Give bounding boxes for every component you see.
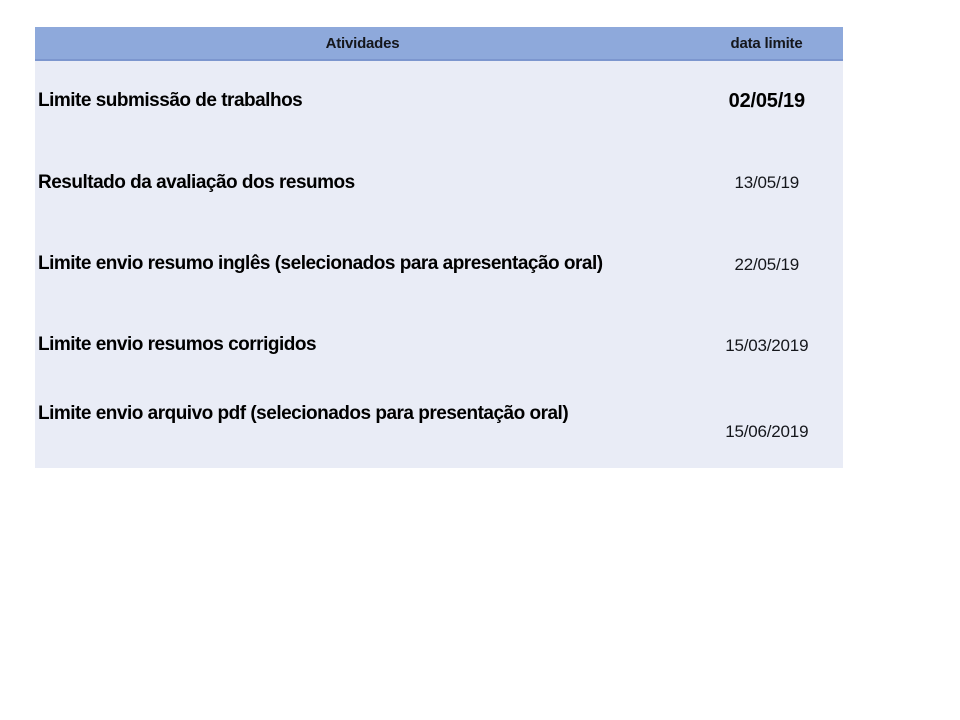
column-header-activities: Atividades [325,34,400,52]
activity-cell: Limite submissão de trabalhos [38,90,303,112]
deadlines-table: Atividades data limite Limite submissão … [35,27,843,468]
table-row: Limite envio resumos corrigidos 15/03/20… [35,305,843,386]
table-row: Limite submissão de trabalhos 02/05/19 [35,61,843,142]
column-header-deadline: data limite [730,34,803,52]
table-row: Limite envio resumo inglês (selecionados… [35,224,843,305]
table-body: Limite submissão de trabalhos 02/05/19 R… [35,61,843,468]
deadline-cell: 15/03/2019 [725,335,809,355]
deadline-cell: 13/05/19 [734,173,800,193]
activity-cell: Limite envio resumo inglês (selecionados… [38,253,603,275]
deadline-cell: 22/05/19 [734,254,800,274]
deadline-cell: 15/06/2019 [725,422,809,442]
activity-cell: Limite envio resumos corrigidos [38,334,317,356]
activity-cell: Resultado da avaliação dos resumos [38,171,355,193]
table-row: Resultado da avaliação dos resumos 13/05… [35,142,843,223]
table-header-row: Atividades data limite [35,27,843,61]
deadline-cell: 02/05/19 [728,90,805,113]
table-row: Limite envio arquivo pdf (selecionados p… [35,387,843,468]
activity-cell: Limite envio arquivo pdf (selecionados p… [38,402,569,424]
